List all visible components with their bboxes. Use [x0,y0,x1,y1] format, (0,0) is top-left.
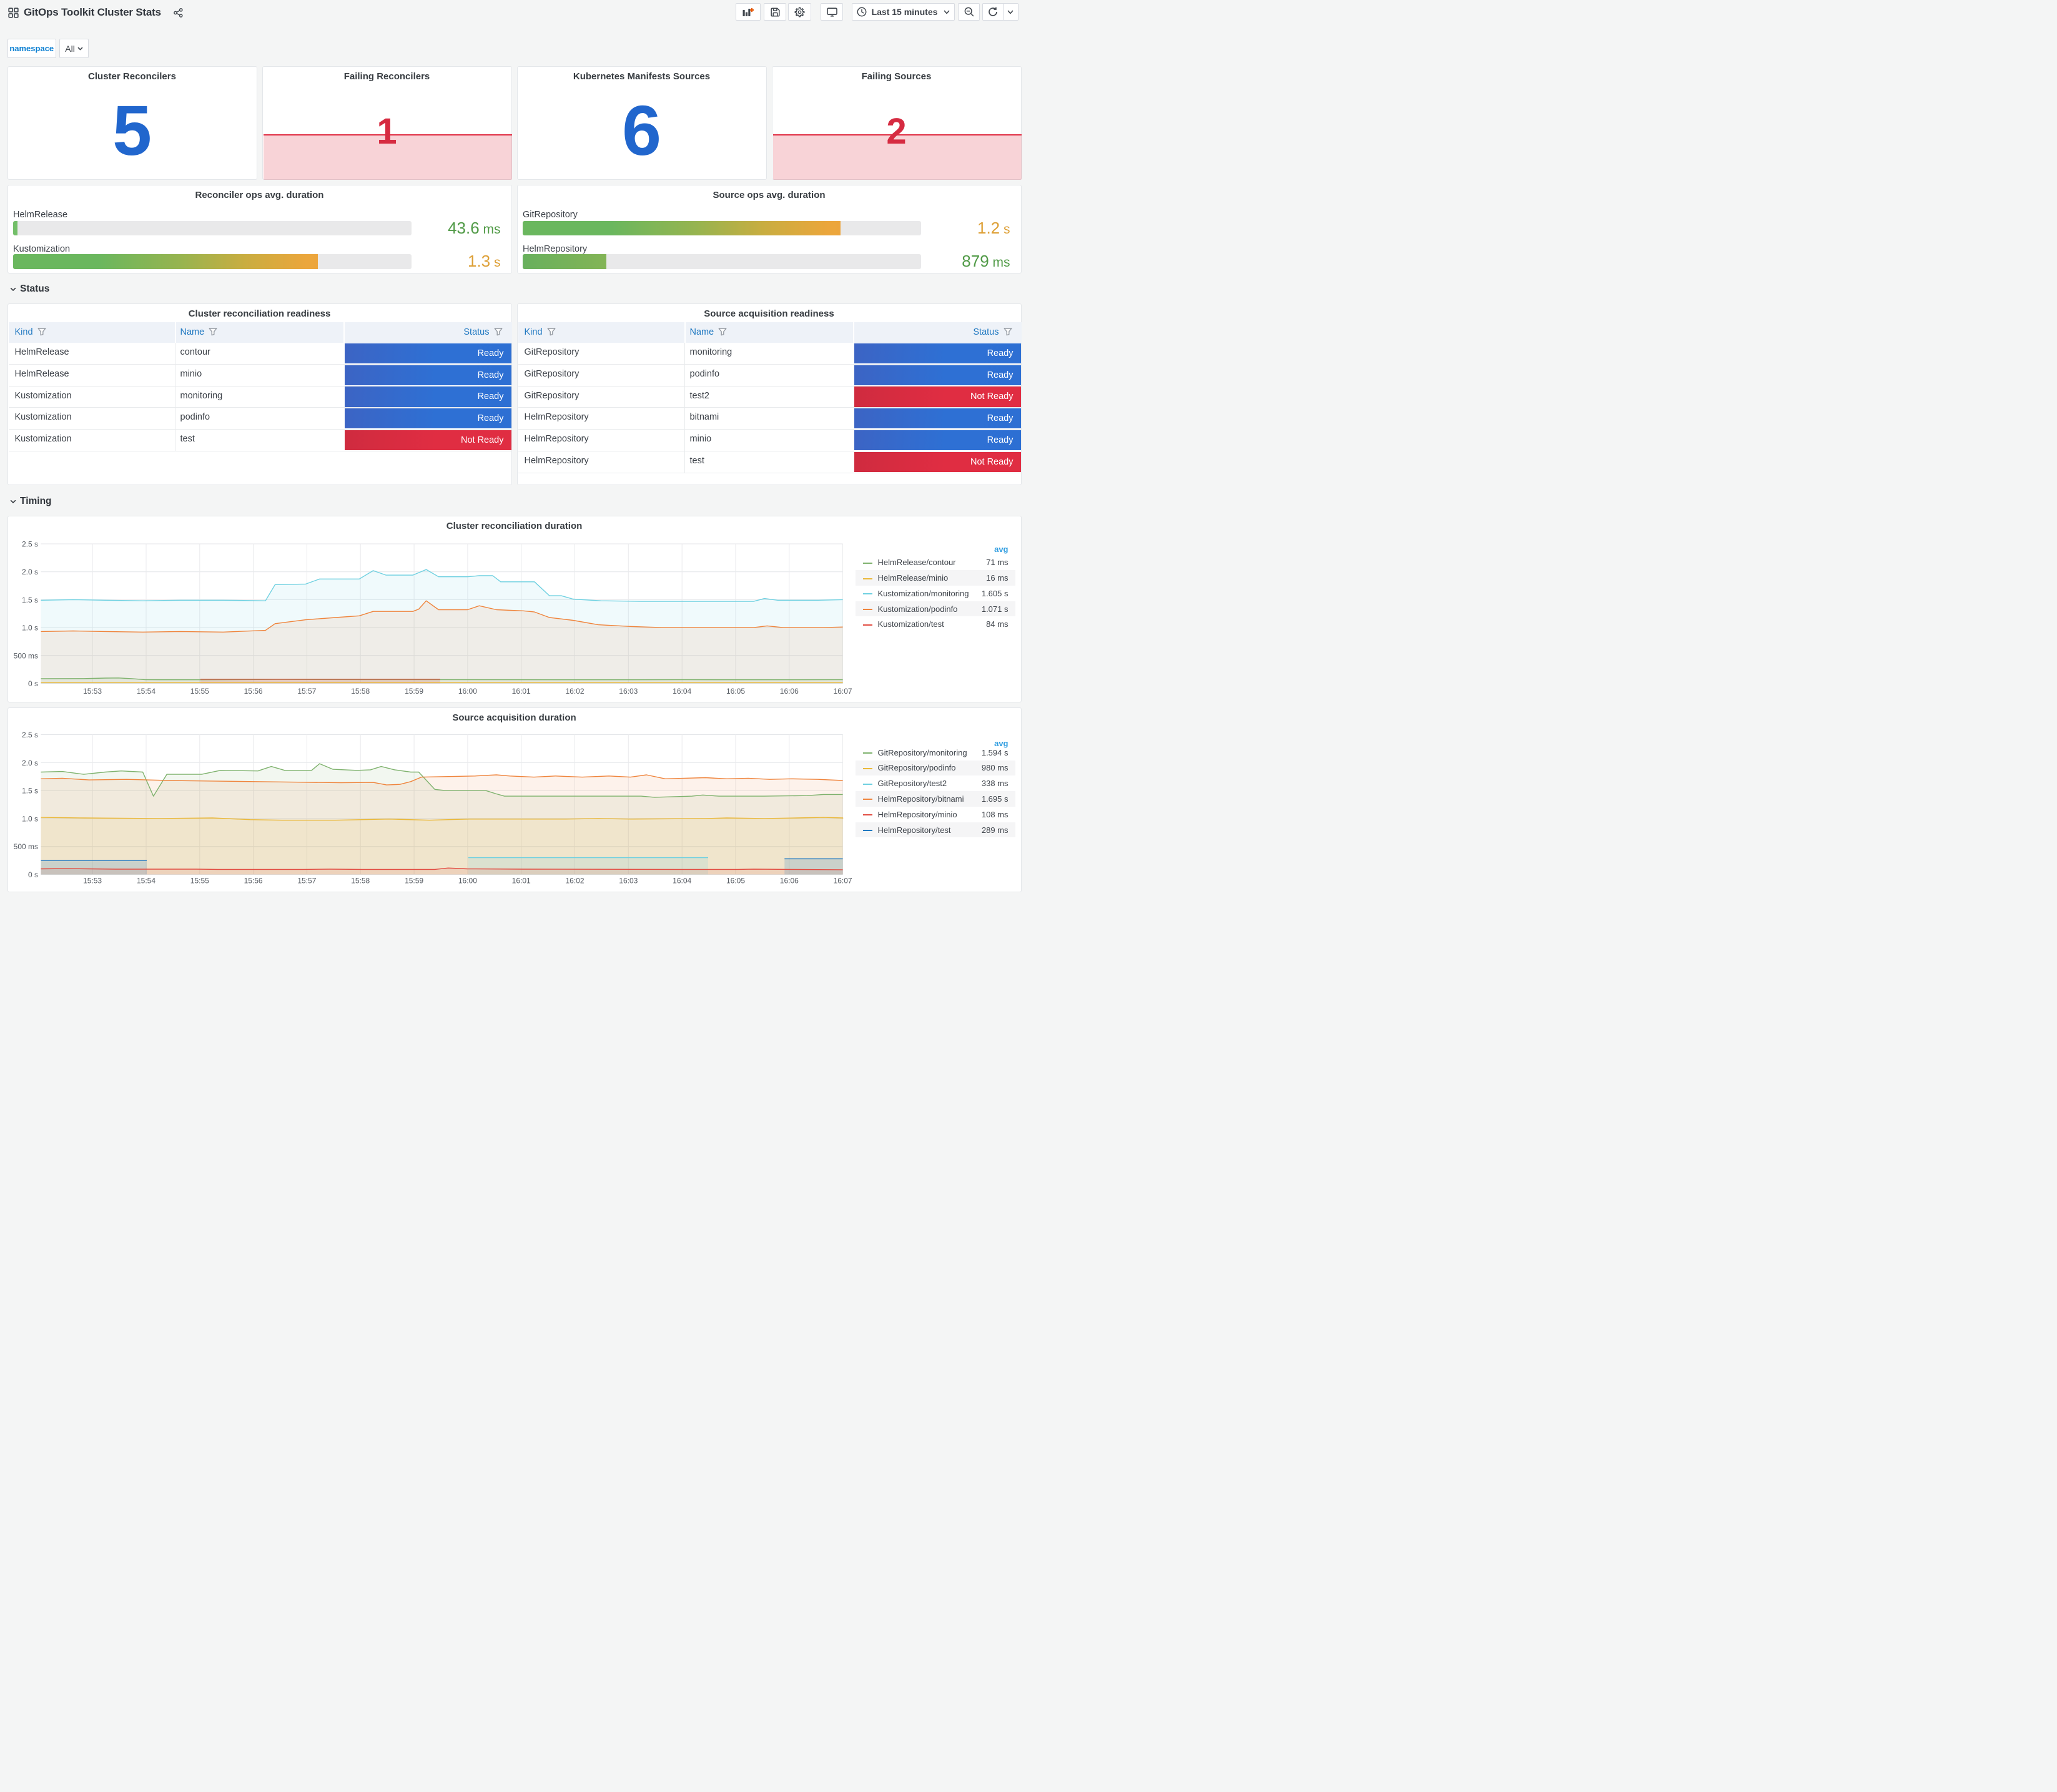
svg-text:16:06: 16:06 [779,687,798,696]
svg-text:16:00: 16:00 [458,877,476,885]
svg-text:16:04: 16:04 [673,877,691,885]
svg-text:500 ms: 500 ms [13,651,37,660]
svg-text:2.0 s: 2.0 s [21,759,37,767]
svg-text:15:54: 15:54 [136,877,155,885]
svg-text:16:02: 16:02 [565,687,584,696]
svg-text:15:59: 15:59 [405,687,423,696]
svg-text:500 ms: 500 ms [13,842,37,851]
svg-text:16:03: 16:03 [619,877,638,885]
svg-text:16:05: 16:05 [726,687,744,696]
svg-text:15:56: 15:56 [244,877,262,885]
svg-text:15:58: 15:58 [351,877,370,885]
svg-text:15:55: 15:55 [190,877,209,885]
svg-text:1.5 s: 1.5 s [21,787,37,795]
svg-text:1.0 s: 1.0 s [21,814,37,823]
svg-text:15:55: 15:55 [190,687,209,696]
svg-text:15:58: 15:58 [351,687,370,696]
svg-text:1.5 s: 1.5 s [21,596,37,604]
svg-text:15:57: 15:57 [297,877,316,885]
svg-text:16:05: 16:05 [726,877,744,885]
svg-text:2.0 s: 2.0 s [21,568,37,576]
svg-text:16:02: 16:02 [565,877,584,885]
svg-text:0 s: 0 s [27,679,37,688]
svg-text:15:59: 15:59 [405,877,423,885]
svg-text:15:56: 15:56 [244,687,262,696]
svg-text:1.0 s: 1.0 s [21,624,37,633]
svg-text:15:53: 15:53 [83,877,102,885]
svg-text:2.5 s: 2.5 s [21,731,37,739]
svg-text:2.5 s: 2.5 s [21,540,37,549]
svg-text:15:57: 15:57 [297,687,316,696]
svg-text:16:06: 16:06 [779,877,798,885]
svg-text:16:07: 16:07 [833,877,852,885]
svg-text:16:00: 16:00 [458,687,476,696]
svg-text:16:01: 16:01 [511,877,530,885]
svg-text:16:07: 16:07 [833,687,852,696]
svg-text:16:01: 16:01 [511,687,530,696]
svg-text:15:54: 15:54 [136,687,155,696]
svg-text:16:04: 16:04 [673,687,691,696]
svg-text:0 s: 0 s [27,870,37,879]
svg-text:16:03: 16:03 [619,687,638,696]
svg-text:15:53: 15:53 [83,687,102,696]
